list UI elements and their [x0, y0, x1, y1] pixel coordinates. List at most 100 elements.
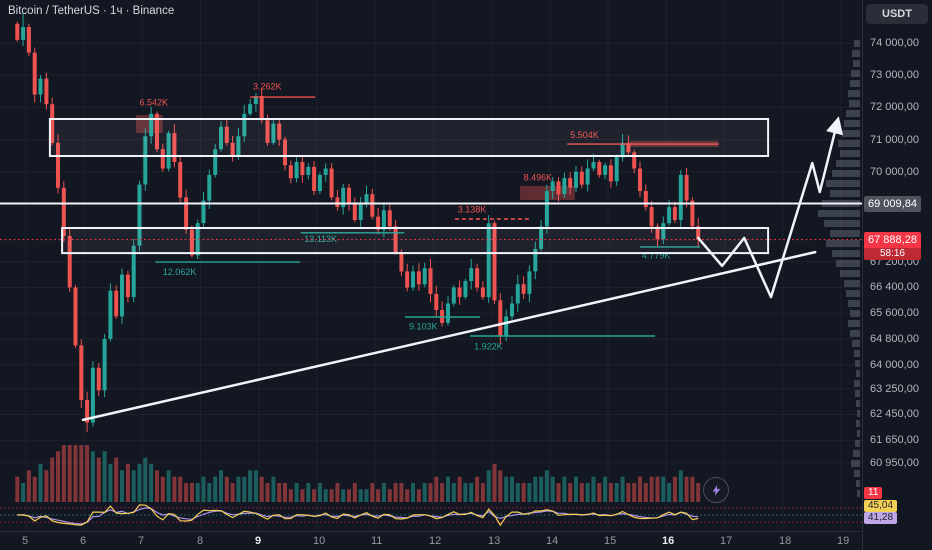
candle-body — [271, 123, 276, 143]
volume-bar — [544, 470, 549, 502]
candle-body — [96, 367, 101, 391]
volume-bar — [160, 476, 165, 502]
volume-bar — [498, 470, 503, 502]
volume-bar — [143, 457, 148, 502]
volume-bar — [539, 476, 544, 502]
volume-bar — [96, 457, 101, 502]
currency-toggle-button[interactable]: USDT — [866, 4, 928, 24]
volume-level-label: 12.062K — [163, 267, 197, 277]
time-tick-label: 14 — [546, 535, 559, 547]
volume-bar — [422, 483, 427, 502]
volume-profile-layer — [818, 40, 860, 497]
price-tick-label: 71 000,00 — [870, 134, 919, 146]
volume-bar — [288, 489, 293, 502]
candle-body — [428, 268, 433, 294]
volume-bar — [638, 476, 642, 502]
volume-bar — [224, 476, 229, 502]
candle-body — [451, 287, 456, 304]
candle-body — [85, 400, 90, 423]
candle-body — [667, 207, 672, 224]
volume-bar — [265, 483, 270, 502]
last-price-badge: 67 888,28 58:16 — [864, 232, 921, 260]
candle-body — [510, 303, 514, 317]
candle-body — [195, 223, 200, 256]
volume-bar — [457, 476, 462, 502]
price-axis[interactable]: USDT 74 000,00 73 000,00 72 000,00 71 000,0… — [862, 0, 932, 550]
volume-bar — [306, 483, 311, 502]
price-tick-label: 62 450,00 — [870, 408, 919, 420]
volume-bar — [259, 476, 264, 502]
price-tick-label: 70 000,00 — [870, 166, 919, 178]
volume-bar — [56, 451, 60, 502]
price-chart-canvas[interactable]: 6.542K3.262K12.062K13.113K3.138K8.496K5.… — [0, 0, 862, 550]
time-tick-label: 19 — [837, 535, 850, 547]
symbol-legend[interactable]: Bitcoin / TetherUS · 1ч · Binance — [8, 5, 175, 17]
volume-bar — [131, 470, 136, 502]
grid-layer — [0, 42, 862, 464]
candle-body — [172, 133, 177, 162]
candle-body — [347, 187, 351, 204]
volume-bar — [137, 464, 142, 502]
candle-body — [213, 149, 218, 175]
volume-bar — [597, 483, 602, 502]
oscillator-value-badge-purple: 41,28 — [864, 512, 898, 524]
volume-bar — [550, 476, 555, 502]
volume-level-label: 5.504K — [570, 130, 599, 140]
volume-bar — [79, 445, 84, 502]
candle-body — [463, 281, 468, 298]
volume-bar — [643, 483, 648, 502]
candle-body — [207, 174, 212, 201]
candle-body — [434, 293, 439, 310]
volume-bar — [568, 483, 573, 502]
candle-body — [643, 191, 648, 208]
volume-bar — [242, 476, 247, 502]
candle-body — [358, 203, 363, 220]
volume-bar — [172, 476, 177, 502]
time-axis[interactable]: 5 6 7 8 9 10 11 12 13 14 15 16 17 18 19 — [0, 531, 862, 550]
candle-body — [556, 181, 561, 195]
volume-bar — [277, 483, 282, 502]
candle-body — [184, 197, 189, 230]
volume-bar — [591, 476, 596, 502]
oscillator-fast-line — [17, 504, 699, 527]
candle-body — [626, 142, 631, 153]
candle-body — [236, 136, 241, 156]
candle-body — [521, 284, 526, 294]
volume-bar — [236, 476, 241, 502]
volume-bar — [149, 464, 154, 502]
candle-body — [323, 168, 328, 175]
volume-bar — [335, 483, 340, 502]
volume-bar — [61, 445, 66, 502]
volume-bar — [480, 483, 485, 502]
lightning-icon[interactable] — [703, 477, 729, 503]
volume-bar — [574, 476, 578, 502]
volume-bar — [364, 489, 369, 502]
candle-body — [649, 207, 654, 227]
candle-body — [155, 113, 159, 150]
volume-bar — [475, 476, 480, 502]
last-price-value: 67 888,28 — [868, 234, 917, 246]
candle-body — [370, 194, 375, 217]
oscillator-value-badge-red: 11 — [864, 487, 883, 499]
trendline — [81, 250, 817, 422]
candle-body — [120, 274, 124, 317]
volume-bar — [469, 483, 474, 502]
candle-body — [608, 165, 613, 182]
candle-body — [638, 168, 642, 191]
time-tick-label: 6 — [80, 535, 87, 547]
candle-body — [283, 139, 287, 166]
candle-body — [114, 290, 119, 317]
volume-bar — [166, 470, 171, 502]
candle-body — [149, 113, 154, 137]
candle-body — [56, 142, 60, 188]
volume-bar — [195, 483, 200, 502]
volume-bar — [248, 470, 253, 502]
volume-bar — [358, 489, 363, 502]
volume-bar — [201, 476, 206, 502]
volume-bar — [678, 470, 683, 502]
volume-bar — [690, 476, 695, 502]
candle-body — [405, 271, 410, 288]
bar-close-countdown: 58:16 — [864, 248, 921, 260]
candle-body — [317, 174, 322, 191]
candle-body — [143, 136, 148, 185]
